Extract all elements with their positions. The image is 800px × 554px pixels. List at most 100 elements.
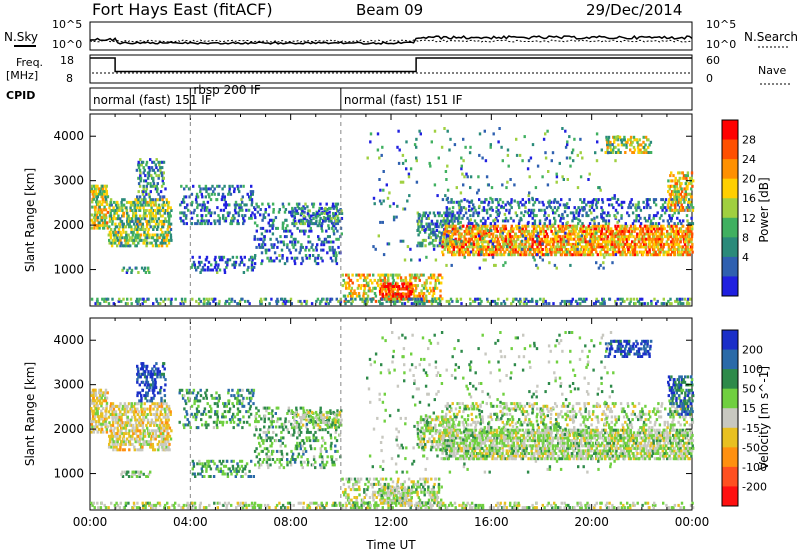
range-gate-cell	[449, 242, 452, 246]
range-gate-cell	[151, 445, 155, 449]
range-gate-cell	[116, 236, 119, 240]
range-gate-cell	[649, 219, 653, 223]
range-gate-cell	[310, 214, 313, 218]
range-gate-cell	[455, 242, 458, 246]
range-gate-cell	[450, 235, 454, 239]
range-gate-cell	[466, 199, 469, 203]
range-gate-cell	[90, 297, 94, 301]
range-gate-cell	[167, 206, 170, 210]
range-gate-cell	[539, 229, 542, 233]
range-gate-cell	[617, 148, 620, 152]
range-gate-cell	[138, 209, 142, 212]
range-gate-cell	[678, 176, 681, 180]
range-gate-cell	[234, 263, 237, 267]
range-gate-cell	[443, 222, 446, 226]
range-gate-cell	[645, 148, 648, 152]
range-gate-cell	[613, 194, 616, 198]
range-gate-cell	[161, 448, 164, 452]
range-gate-cell	[556, 232, 559, 236]
range-gate-cell	[120, 241, 123, 245]
range-gate-cell	[524, 210, 527, 214]
range-gate-cell	[627, 138, 630, 142]
range-gate-cell	[94, 414, 97, 418]
range-gate-cell	[315, 299, 318, 303]
range-gate-cell	[670, 229, 673, 233]
range-gate-cell	[146, 176, 150, 180]
range-gate-cell	[153, 203, 156, 207]
range-gate-cell	[157, 429, 160, 433]
range-gate-cell	[583, 207, 586, 211]
range-gate-cell	[205, 187, 208, 191]
range-gate-cell	[165, 442, 168, 446]
range-gate-cell	[483, 232, 486, 236]
range-gate-cell	[383, 297, 387, 301]
range-gate-cell	[632, 297, 635, 301]
range-gate-cell	[509, 229, 512, 233]
range-gate-cell	[662, 302, 666, 306]
range-gate-cell	[337, 245, 340, 249]
range-gate-cell	[424, 211, 428, 215]
range-gate-cell	[126, 211, 129, 215]
range-gate-cell	[143, 413, 146, 416]
range-gate-cell	[518, 206, 521, 210]
range-gate-cell	[459, 224, 462, 228]
range-gate-cell	[658, 232, 661, 236]
range-gate-cell	[241, 297, 244, 301]
range-gate-cell	[121, 448, 125, 452]
range-gate-cell	[576, 247, 579, 251]
range-gate-cell	[639, 297, 642, 301]
range-gate-cell	[627, 235, 631, 239]
range-gate-cell	[258, 243, 261, 247]
range-gate-cell	[673, 253, 677, 257]
range-gate-cell	[97, 417, 101, 421]
range-gate-cell	[141, 222, 144, 226]
range-gate-cell	[482, 258, 485, 262]
range-gate-cell	[609, 229, 613, 233]
range-gate-cell	[572, 224, 575, 228]
range-gate-cell	[497, 200, 500, 204]
range-gate-cell	[650, 299, 653, 303]
range-gate-cell	[512, 237, 516, 241]
range-gate-cell	[104, 412, 108, 416]
range-gate-cell	[557, 206, 560, 210]
range-gate-cell	[459, 211, 462, 215]
range-gate-cell	[127, 225, 131, 229]
range-gate-cell	[134, 432, 138, 435]
range-gate-cell	[659, 248, 662, 251]
range-gate-cell	[484, 224, 487, 228]
range-gate-cell	[139, 432, 142, 435]
range-gate-cell	[556, 242, 559, 246]
range-gate-cell	[151, 217, 154, 221]
range-gate-cell	[239, 255, 243, 259]
range-gate-cell	[134, 402, 137, 406]
range-gate-cell	[133, 415, 137, 419]
range-gate-cell	[341, 284, 344, 288]
range-gate-cell	[92, 190, 96, 193]
range-gate-cell	[631, 211, 635, 215]
range-gate-cell	[676, 253, 680, 257]
range-gate-cell	[562, 178, 565, 181]
range-gate-cell	[642, 140, 645, 144]
range-gate-cell	[157, 217, 160, 221]
range-gate-cell	[558, 250, 562, 254]
range-gate-cell	[430, 241, 434, 245]
range-gate-cell	[688, 240, 691, 244]
range-gate-cell	[578, 242, 581, 246]
range-gate-cell	[614, 208, 618, 212]
range-gate-cell	[108, 225, 111, 229]
range-gate-cell	[661, 237, 664, 241]
range-gate-cell	[674, 200, 678, 204]
range-gate-cell	[143, 217, 147, 221]
range-gate-cell	[469, 145, 472, 149]
range-gate-cell	[576, 245, 579, 249]
range-gate-cell	[207, 299, 210, 303]
range-gate-cell	[584, 235, 587, 239]
range-gate-cell	[472, 214, 475, 218]
range-gate-cell	[158, 163, 161, 167]
range-gate-cell	[671, 240, 675, 244]
range-gate-cell	[468, 229, 471, 233]
range-gate-cell	[629, 299, 632, 303]
range-gate-cell	[106, 391, 109, 395]
range-gate-cell	[569, 242, 573, 246]
